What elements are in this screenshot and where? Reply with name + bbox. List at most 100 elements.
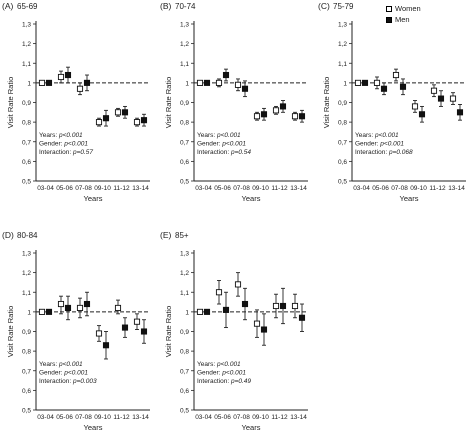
y-tick-label: 0,7 bbox=[338, 139, 347, 146]
point-men bbox=[298, 314, 306, 321]
y-tick-label: 0,6 bbox=[22, 388, 31, 395]
x-tick-label: 09-10 bbox=[252, 185, 269, 192]
x-tick-label: 13-14 bbox=[132, 414, 149, 421]
y-tick-label: 0,6 bbox=[180, 159, 189, 166]
stats-label: Gender: bbox=[197, 370, 222, 377]
y-tick-label: 1,3 bbox=[22, 251, 31, 258]
stats-label: Interaction: bbox=[197, 149, 231, 156]
y-tick-label: 0,7 bbox=[22, 368, 31, 375]
point-women bbox=[133, 119, 141, 126]
y-tick-label: 0,7 bbox=[180, 139, 189, 146]
point-men bbox=[241, 300, 249, 308]
point-men bbox=[380, 85, 388, 92]
y-tick-label: 0,8 bbox=[180, 120, 189, 127]
stats-value: p<0.001 bbox=[216, 361, 241, 368]
x-tick-label: 09-10 bbox=[410, 185, 427, 192]
stats-label: Gender: bbox=[355, 141, 380, 148]
filled-square-icon bbox=[386, 16, 392, 23]
y-tick-label: 1,3 bbox=[22, 22, 31, 29]
y-tick-label: 1 bbox=[27, 309, 31, 316]
chart-panel-2: (B) 70-74 0,5 0,6 0,7 0,8 0,9 1 1,1 1,2 1,3 03-04 05… bbox=[160, 1, 308, 203]
point-women bbox=[373, 79, 381, 86]
stats-label: Years: bbox=[355, 132, 375, 139]
x-tick-label: 11-12 bbox=[271, 185, 288, 192]
stats-value: p<0.001 bbox=[58, 132, 83, 139]
stats-annotation: Interaction: p=0.57 bbox=[39, 149, 93, 156]
chart-panel-5: (E) 85+ 0,5 0,6 0,7 0,8 0,9 1 1,1 1,2 1,3 03-04 05-0… bbox=[160, 230, 308, 432]
y-axis-title: Visit Rate Ratio bbox=[6, 77, 15, 129]
y-axis-title: Visit Rate Ratio bbox=[164, 77, 173, 129]
chart-panel-1: (A) 65-69 0,5 0,6 0,7 0,8 0,9 1 1,1 1,2 1,3 03-04 05… bbox=[2, 1, 150, 203]
point-women bbox=[38, 308, 46, 315]
stats-annotation: Years: p<0.001 bbox=[355, 132, 399, 139]
stats-annotation: Years: p<0.001 bbox=[197, 361, 241, 368]
point-men bbox=[260, 326, 268, 333]
y-tick-label: 0,9 bbox=[180, 100, 189, 107]
stats-value: p<0.001 bbox=[63, 370, 88, 377]
panel-title: 80-84 bbox=[17, 231, 38, 240]
y-tick-label: 0,9 bbox=[180, 329, 189, 336]
point-men bbox=[456, 109, 464, 116]
point-women bbox=[57, 73, 65, 81]
stats-value: p=0.54 bbox=[230, 149, 251, 156]
stats-annotation: Gender: p<0.001 bbox=[197, 370, 246, 377]
point-men bbox=[64, 71, 72, 79]
y-tick-label: 1,2 bbox=[180, 41, 189, 48]
x-tick-label: 03-04 bbox=[37, 414, 54, 421]
point-men bbox=[437, 95, 445, 102]
panel-title: 70-74 bbox=[175, 2, 196, 11]
x-tick-label: 09-10 bbox=[94, 414, 111, 421]
x-tick-label: 13-14 bbox=[290, 414, 307, 421]
y-tick-label: 1 bbox=[27, 80, 31, 87]
panel-title: 85+ bbox=[175, 231, 189, 240]
stats-annotation: Gender: p<0.001 bbox=[197, 141, 246, 148]
legend-item-men: Men bbox=[386, 14, 421, 25]
y-tick-label: 0,8 bbox=[22, 349, 31, 356]
point-men bbox=[140, 328, 148, 335]
y-tick-label: 1,1 bbox=[22, 290, 31, 297]
x-axis-title: Years bbox=[400, 194, 419, 203]
point-women bbox=[253, 320, 261, 327]
x-tick-label: 03-04 bbox=[195, 185, 212, 192]
x-axis-title: Years bbox=[242, 194, 261, 203]
point-men bbox=[83, 300, 91, 308]
legend: Women Men bbox=[386, 3, 421, 25]
point-women bbox=[354, 79, 362, 86]
y-axis-title: Visit Rate Ratio bbox=[164, 306, 173, 358]
point-men bbox=[121, 324, 129, 331]
stats-annotation: Interaction: p=0.068 bbox=[355, 149, 413, 156]
point-men bbox=[260, 111, 268, 118]
y-tick-label: 0,7 bbox=[180, 368, 189, 375]
stats-value: p=0.068 bbox=[388, 149, 413, 156]
y-tick-label: 0,7 bbox=[22, 139, 31, 146]
stats-value: p<0.001 bbox=[374, 132, 399, 139]
point-men bbox=[102, 115, 110, 122]
y-tick-label: 0,6 bbox=[22, 159, 31, 166]
point-men bbox=[45, 79, 53, 86]
y-tick-label: 1 bbox=[185, 309, 189, 316]
y-tick-label: 1,1 bbox=[180, 290, 189, 297]
y-tick-label: 1 bbox=[343, 80, 347, 87]
panel-title: 65-69 bbox=[17, 2, 38, 11]
x-tick-label: 05-06 bbox=[56, 185, 73, 192]
x-tick-label: 05-06 bbox=[214, 414, 231, 421]
point-women bbox=[76, 85, 84, 92]
y-tick-label: 1,1 bbox=[180, 61, 189, 68]
x-tick-label: 07-08 bbox=[233, 414, 250, 421]
point-women bbox=[38, 79, 46, 86]
y-axis-title: Visit Rate Ratio bbox=[322, 77, 331, 129]
x-tick-label: 03-04 bbox=[353, 185, 370, 192]
x-tick-label: 05-06 bbox=[214, 185, 231, 192]
point-men bbox=[64, 304, 72, 311]
x-tick-label: 13-14 bbox=[132, 185, 149, 192]
y-tick-label: 0,5 bbox=[180, 408, 189, 415]
x-tick-label: 11-12 bbox=[113, 185, 130, 192]
chart-panel-3: (C) 75-79 0,5 0,6 0,7 0,8 0,9 1 1,1 1,2 1,3 03-04 05… bbox=[318, 1, 466, 203]
y-tick-label: 0,5 bbox=[22, 408, 31, 415]
point-men bbox=[298, 113, 306, 120]
x-tick-label: 07-08 bbox=[233, 185, 250, 192]
y-tick-label: 1,2 bbox=[338, 41, 347, 48]
stats-annotation: Interaction: p=0.003 bbox=[39, 378, 97, 385]
point-women bbox=[215, 79, 223, 86]
point-women bbox=[253, 113, 261, 120]
